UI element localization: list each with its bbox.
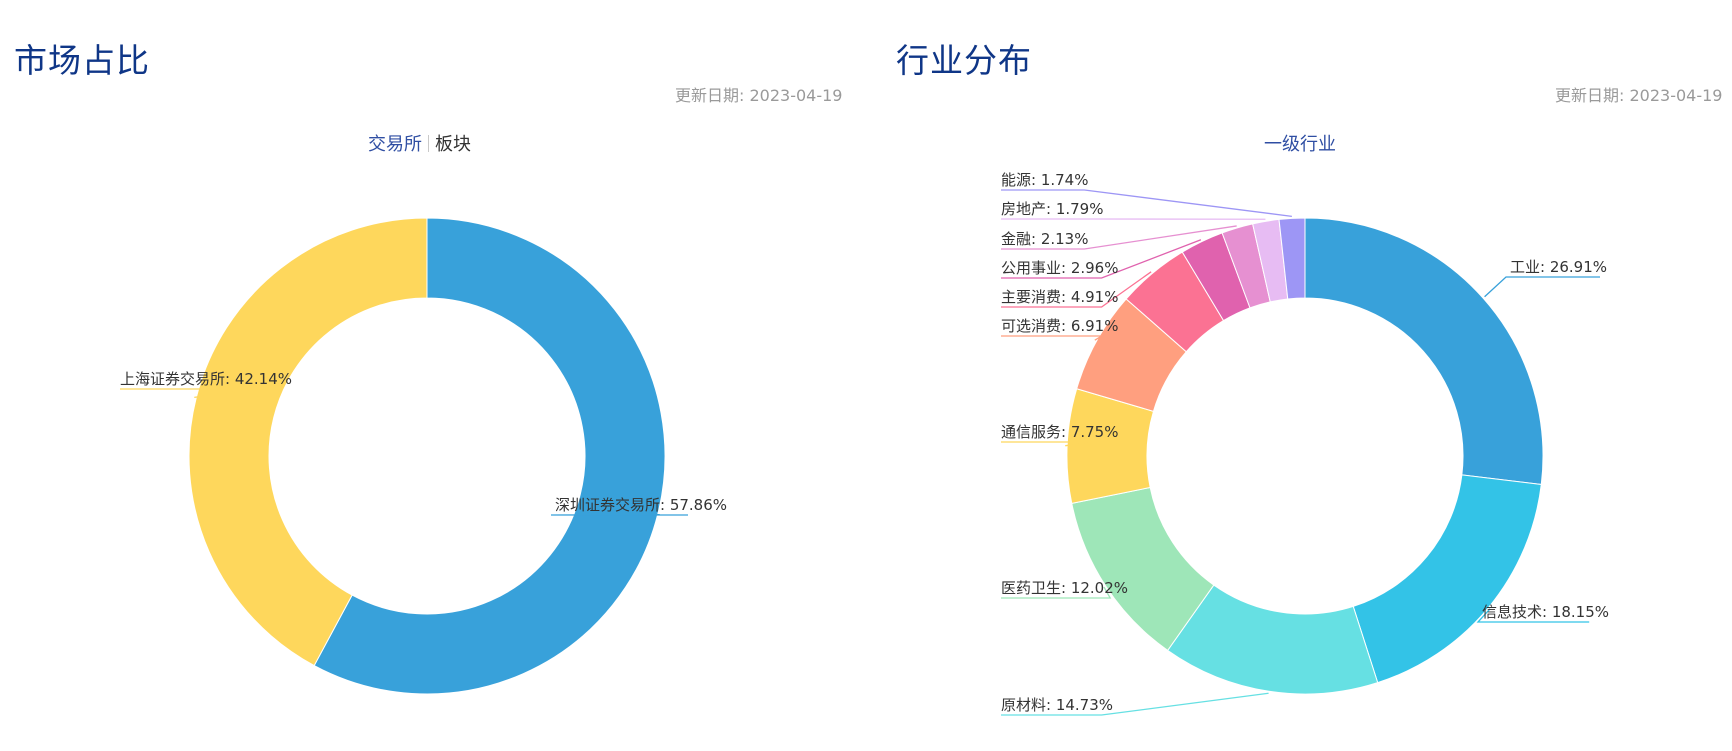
update-date-left: 更新日期: 2023-04-19 [675,82,842,106]
slice-label: 可选消费: 6.91% [1001,317,1118,335]
slice-label: 金融: 2.13% [1001,230,1088,248]
update-date-right: 更新日期: 2023-04-19 [1555,82,1722,106]
donut-labels: 深圳证券交易所: 57.86% 上海证券交易所: 42.14% [120,370,727,516]
slice-industry-0[interactable] [1304,217,1544,486]
industry-panel: 行业分布 更新日期: 2023-04-19 一级行业 工业: 26.91% 信息技… [880,0,1732,751]
update-date-value: 2023-04-19 [1629,86,1723,105]
slice-label: 上海证券交易所: 42.14% [120,370,292,388]
leader-line [120,388,256,398]
market-share-title: 市场占比 [14,41,150,80]
leader-line [1001,692,1269,716]
update-date-label: 更新日期: [675,86,745,105]
update-date-label: 更新日期: [1555,86,1625,105]
industry-donut-chart: 工业: 26.91% 信息技术: 18.15% 原材料: 14.73% 医药卫生: 1… [1001,171,1609,716]
donut-slices [1066,217,1544,695]
donut-slices [188,217,666,695]
tab-divider [428,135,429,152]
market-share-donut-chart: 深圳证券交易所: 57.86% 上海证券交易所: 42.14% [120,217,727,695]
industry-title: 行业分布 [896,41,1032,80]
leader-line [1001,335,1104,341]
tab-exchange[interactable]: 交易所 [368,134,422,155]
leader-line [1001,271,1152,308]
leader-line [1001,586,1112,599]
update-date-value: 2023-04-19 [749,86,843,105]
leader-line [1001,225,1237,250]
slice-label: 通信服务: 7.75% [1001,423,1118,441]
slice-industry-10[interactable] [1278,217,1306,300]
slice-label: 深圳证券交易所: 57.86% [555,496,727,514]
leader-line [1001,239,1202,279]
leader-line [1001,441,1102,447]
slice-label: 医药卫生: 12.02% [1001,579,1128,597]
industry-level-title[interactable]: 一级行业 [1264,134,1336,155]
slice-industry-1[interactable] [1352,474,1542,684]
slice-label: 信息技术: 18.15% [1482,603,1609,621]
slice-label: 公用事业: 2.96% [1001,259,1118,277]
leader-line [1484,276,1600,298]
tab-board[interactable]: 板块 [435,134,471,155]
leader-line [1476,608,1590,623]
slice-exchange-0[interactable] [313,217,666,695]
market-share-panel: 市场占比 更新日期: 2023-04-19 交易所 板块 深圳证券交易所: 57.… [14,41,842,695]
slice-label: 主要消费: 4.91% [1001,288,1118,306]
slice-label: 房地产: 1.79% [1001,200,1103,218]
leader-line [1001,189,1292,218]
slice-label: 工业: 26.91% [1510,258,1607,276]
slice-label: 能源: 1.74% [1001,171,1088,189]
donut-labels: 工业: 26.91% 信息技术: 18.15% 原材料: 14.73% 医药卫生: 1… [1001,171,1609,716]
market-tab-switch: 交易所 板块 [368,130,471,156]
slice-label: 原材料: 14.73% [1001,696,1113,714]
slice-exchange-1[interactable] [188,217,428,667]
